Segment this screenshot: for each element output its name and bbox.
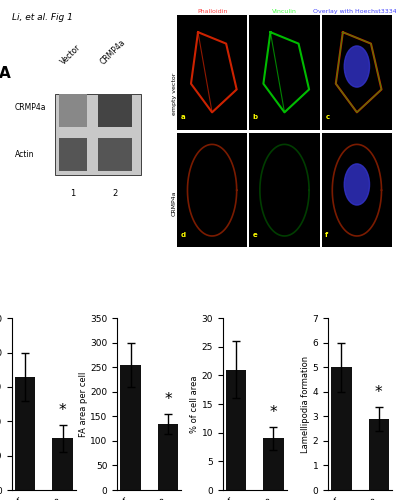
Bar (15, 376, 35, 490)
Y-axis label: % of cell area: % of cell area (190, 376, 199, 433)
FancyBboxPatch shape (97, 138, 132, 170)
Title: Overlay with Hoechst33342: Overlay with Hoechst33342 (313, 9, 396, 14)
Text: *: * (270, 405, 277, 420)
Text: 2: 2 (112, 190, 117, 198)
Bar (263, 438, 284, 490)
Text: Actin: Actin (15, 150, 34, 159)
Bar (226, 370, 246, 490)
FancyBboxPatch shape (55, 94, 141, 176)
Title: Phalloidin: Phalloidin (197, 9, 227, 14)
Text: d: d (181, 232, 186, 238)
Text: f: f (325, 232, 328, 238)
Text: B: B (166, 0, 178, 2)
Bar (331, 368, 352, 490)
Text: 1: 1 (70, 190, 75, 198)
Text: A: A (0, 66, 11, 81)
Text: *: * (59, 403, 67, 418)
Text: e: e (253, 232, 257, 238)
FancyBboxPatch shape (97, 94, 132, 126)
Y-axis label: Lamellipodia formation: Lamellipodia formation (301, 356, 310, 452)
FancyBboxPatch shape (59, 94, 87, 126)
Text: c: c (325, 114, 329, 120)
Circle shape (344, 164, 369, 205)
Text: *: * (375, 384, 383, 400)
FancyBboxPatch shape (59, 138, 87, 170)
Text: Vector: Vector (59, 42, 83, 66)
Title: Vinculin: Vinculin (272, 9, 297, 14)
Text: CRMP4a: CRMP4a (15, 104, 46, 112)
Text: *: * (164, 392, 172, 407)
Text: a: a (181, 114, 185, 120)
Y-axis label: FA area per cell: FA area per cell (78, 372, 88, 437)
Text: b: b (253, 114, 258, 120)
Bar (158, 424, 178, 490)
Bar (52, 438, 73, 490)
Text: Li, et al. Fig 1: Li, et al. Fig 1 (12, 12, 73, 22)
Bar (369, 419, 389, 490)
Bar (120, 365, 141, 490)
Y-axis label: CRMP4a: CRMP4a (171, 190, 177, 216)
Circle shape (344, 46, 369, 87)
Text: CRMP4a: CRMP4a (99, 38, 128, 66)
Y-axis label: empty vector: empty vector (171, 72, 177, 114)
